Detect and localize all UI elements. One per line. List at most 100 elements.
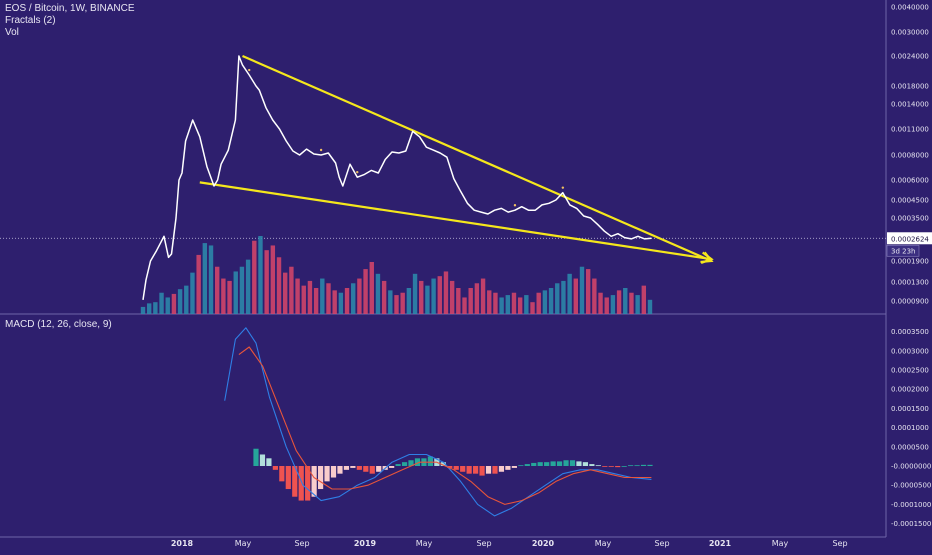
macd-histogram-bar (440, 462, 446, 466)
macd-histogram-bar (369, 466, 375, 474)
macd-histogram-bar (253, 448, 259, 466)
volume-bar (419, 280, 424, 314)
volume-bar (623, 288, 628, 314)
volume-bar (146, 303, 152, 314)
macd-histogram-bar (395, 464, 401, 466)
macd-histogram-bar (634, 465, 640, 467)
indicator-fractals-label[interactable]: Fractals (2) (5, 15, 56, 26)
macd-histogram-bar (292, 466, 298, 497)
macd-legend-label[interactable]: MACD (12, 26, close, 9) (5, 319, 112, 330)
time-axis-label: May (772, 539, 789, 548)
volume-bar (616, 290, 622, 314)
macd-histogram-bar (414, 458, 421, 466)
volume-bar (338, 292, 344, 314)
macd-histogram-bar (259, 454, 266, 466)
macd-histogram-bar (427, 456, 433, 466)
price-tick-label: 0.0000900 (891, 298, 929, 306)
volume-bar (598, 292, 603, 314)
macd-histogram-bar (647, 464, 653, 466)
volume-bar (196, 254, 201, 314)
price-tick-label: 0.0001900 (891, 258, 929, 266)
volume-bar (561, 280, 566, 314)
time-axis-label: Sep (654, 539, 669, 548)
volume-bar (604, 297, 609, 314)
macd-histogram-bar (343, 466, 350, 470)
time-axis-label: May (416, 539, 433, 548)
symbol-title[interactable]: EOS / Bitcoin, 1W, BINANCE (5, 3, 135, 14)
price-tick-label: 0.0011000 (891, 126, 929, 134)
volume-bar (548, 288, 554, 314)
macd-histogram-bar (640, 464, 647, 466)
volume-bar (233, 271, 238, 314)
time-axis-label: 2019 (354, 539, 377, 548)
volume-bar (487, 290, 492, 314)
volume-bar (468, 288, 473, 314)
volume-bar (394, 295, 399, 314)
macd-histogram-bar (447, 466, 453, 468)
volume-bar (536, 292, 541, 314)
macd-histogram-bar (608, 466, 614, 467)
volume-bar (592, 278, 597, 314)
time-axis-label: Sep (476, 539, 491, 548)
macd-tick-label: -0.0001000 (891, 501, 931, 509)
volume-bar (184, 285, 189, 314)
macd-histogram-bar (337, 466, 343, 474)
last-price-value: 0.0002624 (891, 235, 929, 243)
macd-histogram-bar (563, 460, 569, 466)
volume-bar (140, 306, 146, 314)
price-tick-label: 0.0008000 (891, 152, 929, 160)
macd-histogram-bar (453, 466, 459, 470)
macd-histogram-bar (330, 466, 337, 478)
macd-histogram-bar (485, 466, 492, 474)
volume-bar (313, 288, 319, 314)
fractal-marker (356, 170, 359, 174)
time-axis-label: 2018 (171, 539, 194, 548)
volume-bar (239, 266, 245, 314)
macd-histogram-bar (311, 466, 317, 497)
price-tick-label: 0.0018000 (891, 83, 929, 91)
countdown-tag (886, 244, 920, 257)
macd-tick-label: 0.0001500 (891, 405, 929, 413)
time-axis-label: 2021 (709, 539, 732, 548)
macd-histogram-bar (602, 466, 608, 467)
volume-bar (517, 297, 523, 314)
macd-histogram-bar (531, 462, 537, 466)
macd-histogram-bar (492, 466, 498, 474)
macd-histogram-bar (511, 466, 517, 468)
macd-tick-label: 0.0002000 (891, 386, 929, 394)
volume-bar (635, 295, 640, 314)
macd-histogram-bar (298, 466, 304, 501)
macd-tick-label: 0.0003000 (891, 347, 929, 355)
volume-bar (153, 302, 158, 314)
macd-histogram-bar (498, 466, 505, 472)
volume-bar (449, 280, 455, 314)
indicator-volume-label[interactable]: Vol (5, 27, 19, 38)
macd-histogram-bar (305, 466, 311, 501)
macd-histogram-bar (524, 464, 530, 466)
macd-histogram-bar (537, 462, 543, 466)
volume-bar (406, 288, 412, 314)
fractal-marker (319, 148, 323, 152)
volume-bar (276, 257, 282, 314)
macd-tick-label: -0.0000500 (891, 482, 931, 490)
volume-bar (567, 273, 572, 314)
volume-bar (610, 295, 616, 314)
macd-histogram-bar (479, 466, 485, 476)
volume-bar (499, 297, 504, 314)
volume-bar (320, 278, 325, 314)
volume-bar (437, 276, 442, 314)
trendline (242, 54, 712, 263)
fractal-marker (248, 68, 251, 72)
price-line (142, 55, 652, 301)
trendline (199, 181, 712, 261)
price-tick-label: 0.0001300 (891, 279, 929, 287)
volume-bar (208, 245, 214, 314)
volume-bar (357, 278, 362, 314)
volume-bar (165, 297, 170, 314)
volume-bar (295, 278, 300, 314)
volume-bar (530, 302, 535, 314)
volume-bar (258, 236, 263, 314)
volume-bar (245, 259, 251, 314)
volume-bar (214, 266, 220, 314)
